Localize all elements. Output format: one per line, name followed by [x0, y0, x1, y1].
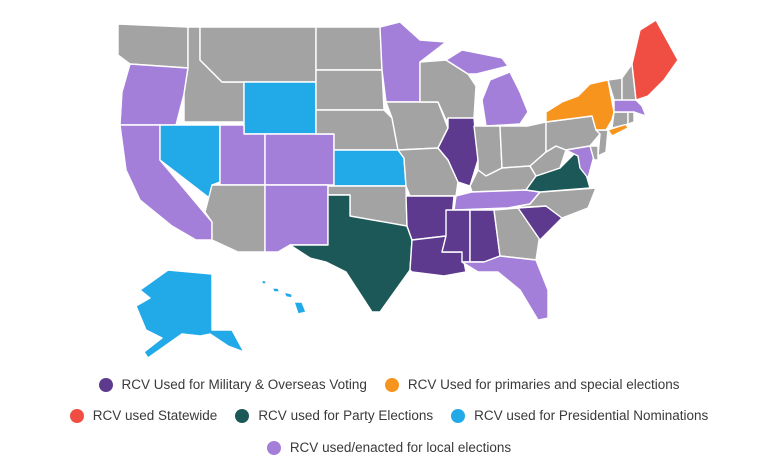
legend-item-presidential: RCV used for Presidential Nominations [451, 408, 708, 423]
state-nd [315, 26, 383, 71]
state-de [589, 145, 599, 161]
legend-swatch-local [266, 440, 281, 455]
legend-item-statewide: RCV used Statewide [69, 408, 218, 423]
state-sd [315, 69, 385, 111]
state-in [473, 125, 503, 177]
legend-item-primaries: RCV Used for primaries and special elect… [384, 377, 680, 392]
legend-swatch-military [98, 377, 113, 392]
state-mi [481, 71, 529, 127]
state-ak [135, 269, 245, 359]
state-ri [627, 111, 635, 125]
state-nm [264, 184, 329, 253]
us-states-map [117, 19, 679, 359]
state-ut [219, 124, 266, 186]
state-tx [289, 194, 413, 313]
state-me [631, 19, 679, 101]
legend-label-presidential: RCV used for Presidential Nominations [474, 408, 709, 423]
legend-item-party: RCV used for Party Elections [235, 408, 433, 423]
legend-swatch-party [235, 408, 250, 423]
legend-row-3: RCV used/enacted for local elections [0, 440, 778, 455]
state-hi [261, 279, 307, 315]
legend-label-primaries: RCV Used for primaries and special elect… [407, 377, 680, 392]
state-nc [507, 187, 597, 219]
legend-label-party: RCV used for Party Elections [258, 408, 434, 423]
legend-row-2: RCV used Statewide RCV used for Party El… [0, 408, 778, 423]
legend-swatch-primaries [384, 377, 399, 392]
legend-swatch-presidential [451, 408, 466, 423]
legend-label-military: RCV Used for Military & Overseas Voting [121, 377, 367, 392]
state-wy [243, 81, 317, 135]
state-or [119, 63, 189, 126]
state-wa [117, 23, 189, 69]
state-fl [461, 255, 549, 321]
state-ks [333, 149, 407, 187]
state-co [264, 133, 335, 186]
legend-label-statewide: RCV used Statewide [92, 408, 218, 423]
legend-swatch-statewide [69, 408, 84, 423]
legend-row-1: RCV Used for Military & Overseas Voting … [0, 377, 778, 392]
state-mi-up [445, 49, 509, 75]
legend-item-local: RCV used/enacted for local elections [266, 440, 512, 455]
legend-label-local: RCV used/enacted for local elections [289, 440, 512, 455]
state-mt [199, 26, 317, 83]
state-az [204, 184, 266, 253]
legend-item-military: RCV Used for Military & Overseas Voting [98, 377, 367, 392]
